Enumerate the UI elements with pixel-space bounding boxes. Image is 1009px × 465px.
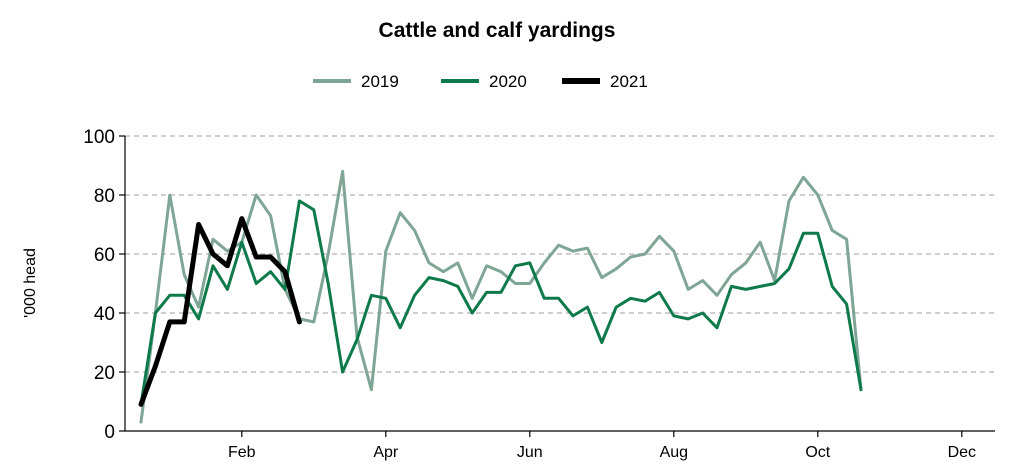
x-tick-label: Dec bbox=[948, 444, 976, 461]
x-tick-label: Oct bbox=[805, 444, 830, 461]
y-tick-label: 20 bbox=[94, 363, 115, 384]
y-axis-ticks: 0 20 40 60 80 100 bbox=[83, 127, 125, 443]
x-tick-label: Feb bbox=[228, 444, 256, 461]
y-tick-label: 60 bbox=[94, 245, 115, 266]
chart-title: Cattle and calf yardings bbox=[379, 19, 616, 42]
y-tick-label: 80 bbox=[94, 186, 115, 207]
series-line-2020 bbox=[139, 199, 863, 406]
legend-label-2020: 2020 bbox=[489, 72, 527, 91]
series-group bbox=[138, 169, 863, 424]
legend-label-2019: 2019 bbox=[361, 72, 399, 91]
y-axis-label: '000 head bbox=[22, 248, 39, 318]
x-tick-label: Jun bbox=[517, 444, 543, 461]
series-line-2021 bbox=[138, 216, 302, 407]
x-tick-label: Apr bbox=[373, 444, 399, 461]
x-tick-label: Aug bbox=[660, 444, 688, 461]
y-tick-label: 0 bbox=[104, 422, 115, 443]
grid bbox=[125, 135, 995, 373]
x-axis-ticks: Feb Apr Jun Aug Oct Dec bbox=[228, 431, 976, 461]
series-line-2019 bbox=[139, 169, 863, 424]
legend: 2019 2020 2021 bbox=[313, 72, 648, 91]
y-tick-label: 100 bbox=[83, 127, 115, 148]
y-tick-label: 40 bbox=[94, 304, 115, 325]
legend-label-2021: 2021 bbox=[610, 72, 648, 91]
